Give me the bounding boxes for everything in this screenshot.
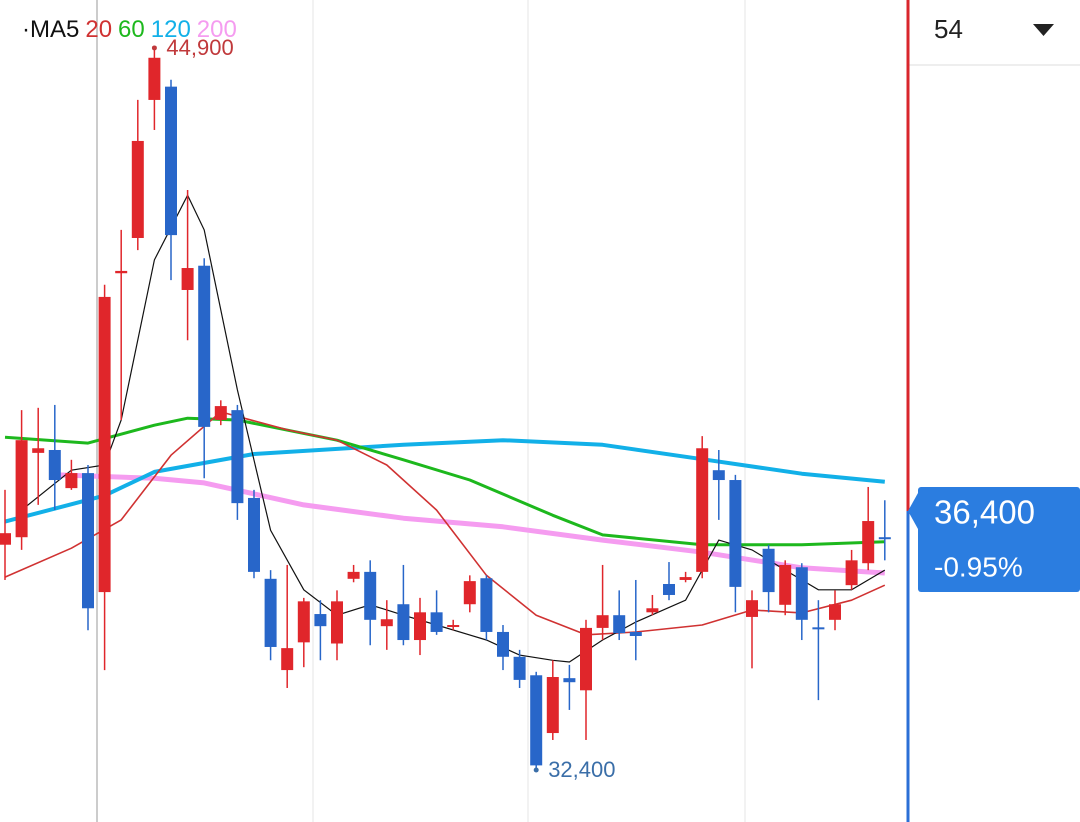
candle-body (314, 614, 327, 627)
candle-body (729, 480, 742, 587)
candle-body (115, 270, 128, 274)
change-label: -0.95% (934, 551, 1023, 582)
candle-body (181, 268, 194, 290)
candle-body (82, 473, 94, 609)
legend-entry: 20 (85, 16, 112, 43)
candle-body (331, 601, 343, 644)
candle-body (48, 449, 61, 481)
candle-body (447, 625, 460, 628)
extreme-dot (151, 45, 157, 51)
candle-body (646, 608, 659, 613)
candle-body (463, 581, 476, 605)
candle-body (148, 57, 161, 100)
candle-body (65, 473, 78, 489)
candle-body (264, 578, 277, 647)
candle-body (613, 615, 626, 634)
candle-body (231, 410, 244, 504)
candle-body (746, 600, 758, 617)
candle-body (198, 265, 211, 427)
candle-body (430, 612, 443, 632)
extreme-label: 44,900 (166, 35, 233, 60)
legend-entry: 200 (197, 16, 237, 43)
dropdown-arrow[interactable] (1033, 24, 1054, 36)
candles (0, 47, 891, 771)
candle-body (862, 521, 875, 564)
candle-body (15, 440, 28, 538)
price-pointer (908, 492, 918, 529)
panel-bg (907, 0, 1080, 822)
candle-body (297, 601, 310, 643)
legend-entry: ·MA5 (22, 16, 79, 43)
candle-body (563, 678, 576, 683)
ma-line (4, 438, 885, 524)
candle-body (380, 619, 393, 627)
period-select[interactable]: 54 (934, 14, 963, 44)
candle-body (347, 571, 360, 579)
candle-body (812, 627, 825, 630)
candle-body (580, 627, 592, 691)
candle-body (829, 604, 841, 620)
candle-body (596, 615, 609, 628)
candle-body (513, 656, 526, 680)
candle-body (480, 578, 493, 632)
candle-body (32, 448, 45, 453)
candle-body (497, 631, 509, 657)
candle-body (546, 677, 559, 734)
candle-body (629, 631, 642, 636)
candle-body (845, 560, 858, 586)
candle-body (131, 140, 144, 238)
ma-line (54, 472, 885, 576)
candle-body (364, 571, 377, 620)
candle-body (530, 675, 543, 766)
candle-body (165, 86, 177, 236)
candle-body (696, 448, 709, 572)
candle-body (214, 406, 227, 420)
candle-body (663, 584, 675, 595)
candle-body (679, 577, 692, 580)
ma-line (4, 411, 886, 636)
price-panel: 54 36,400 -0.95% (906, 0, 1080, 822)
legend-entry: 60 (118, 16, 145, 43)
extreme-dot (533, 767, 539, 773)
candle-body (397, 604, 410, 641)
annotations: 44,900 32,400 (151, 35, 615, 782)
price-box (918, 486, 1080, 592)
legend: ·MA5 20 60 120 200 (22, 16, 237, 43)
candle-body (98, 296, 111, 593)
extreme-label: 32,400 (548, 757, 615, 782)
ma-lines (4, 193, 886, 663)
legend-entry: 120 (151, 16, 191, 43)
candle-body (414, 612, 426, 641)
candle-body (779, 564, 792, 605)
candle-body (878, 537, 891, 540)
candle-body (248, 497, 260, 572)
vertical-grid (96, 0, 746, 822)
ma-line (21, 193, 886, 663)
price-label: 36,400 (934, 494, 1035, 531)
candle-body (795, 567, 808, 620)
candle-body (762, 548, 775, 593)
candle-body (281, 648, 294, 671)
candle-body (712, 470, 725, 481)
current-price: 36,400 -0.95% (908, 486, 1080, 592)
candle-body (0, 533, 11, 545)
